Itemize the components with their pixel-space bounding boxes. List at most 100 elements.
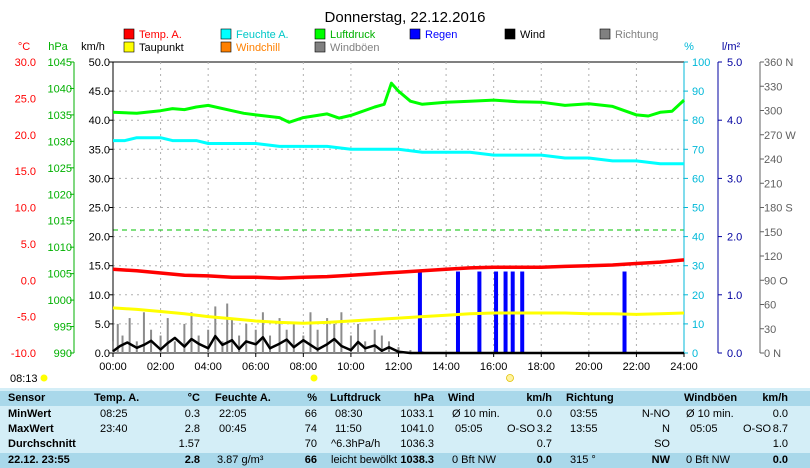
x-tick-label: 14:00 [432,361,460,373]
temp-average: 1.57 [178,438,200,450]
axis-tick-label: 0 N [764,348,781,360]
weather-forecast: leicht bewölkt [331,454,398,466]
axis-tick-label: 15.0 [15,166,36,178]
x-tick-label: 16:00 [480,361,508,373]
axis-tick-label: 300 [764,106,782,118]
axis-tick-label: 330 [764,81,782,93]
axis-tick-label: 995 [54,322,72,334]
legend-label: Luftdruck [330,29,376,41]
axis-tick-label: 1040 [48,83,72,95]
axis-unit-label: hPa [48,41,68,53]
axis-tick-label: 2.0 [727,232,742,244]
humidity-max-time: 00:45 [219,423,247,435]
temp-current: 2.8 [184,454,200,466]
rain-bar [622,271,627,353]
pressure-trend: ^6.3hPa/h [331,438,381,450]
stats-min-row: MinWert 08:25 0.3 22:05 66 08:30 1033.1 … [0,407,810,422]
axis-tick-label: 1.0 [727,290,742,302]
direction-min: N-NO [641,408,670,420]
wind-unit: km/h [526,392,552,404]
x-tick-label: 08:00 [290,361,318,373]
legend-swatch [504,28,516,40]
legend-label: Wind [520,29,545,41]
axis-tick-label: 1035 [48,110,72,122]
axis-tick-label: 10.0 [89,290,110,302]
direction-min-time: 03:55 [570,408,598,420]
legend-label: Feuchte A. [236,29,289,41]
humidity-current: 66 [304,454,317,466]
axis-tick-label: 60 [692,173,704,185]
axis-tick-label: 990 [54,348,72,360]
x-tick-label: 24:00 [670,361,698,373]
legend-swatch [123,28,135,40]
gust-header: Windböen [684,392,738,404]
row-label-max: MaxWert [8,423,54,435]
axis-tick-label: 180 S [764,203,793,215]
axis-tick-label: 360 N [764,57,793,69]
pressure-current: 1038.3 [400,454,434,466]
wind-min: 0.0 [536,408,552,420]
x-tick-label: 20:00 [575,361,603,373]
axis-unit-label: °C [18,41,30,53]
stats-current-row: 22.12. 23:55 2.8 3.87 g/m³ 66 leicht bew… [0,453,810,468]
pressure-max: 1041.0 [400,423,434,435]
wind-max-direction: O-SO [507,423,536,435]
legend-label: Windböen [330,42,380,54]
axis-tick-label: 10 [692,319,704,331]
wind-line [112,334,684,355]
axis-tick-label: 20 [692,290,704,302]
axis-tick-label: 40 [692,232,704,244]
sunrise-label: 08:13 [10,373,38,385]
legend-label: Richtung [615,29,658,41]
axis-tick-label: 30 [692,261,704,273]
x-tick-label: 02:00 [147,361,175,373]
temp-header: Temp. A. [94,392,140,404]
legend-label: Regen [425,29,457,41]
x-axis-labels: 00:00 02:00 04:00 06:00 08:00 10:00 12:00 14:00… [99,353,698,373]
axis-tick-label: 50 [692,203,704,215]
humidity-max: 74 [304,423,317,435]
dewpoint-line [112,306,685,325]
wind-current: 0.0 [536,454,552,466]
temp-max: 2.8 [184,423,200,435]
gust-avg10-label: Ø 10 min. [686,408,734,420]
axis-unit-label: km/h [81,41,105,53]
legend-swatch [123,41,135,53]
chart-legend: Temp. A. Feuchte A. Luftdruck Regen Wind Rich… [123,28,658,54]
stats-header-row: Sensor Temp. A. °C Feuchte A. % Luftdruc… [0,391,810,406]
axis-tick-label: 1020 [48,189,72,201]
wind-beaufort: 0 Bft NW [452,454,497,466]
x-tick-label: 10:00 [337,361,365,373]
gust-unit: km/h [762,392,788,404]
gust-average: 1.0 [772,438,788,450]
axis-tick-label: 0.0 [21,275,36,287]
axis-tick-label: 30.0 [89,173,110,185]
axis-tick-label: 5.0 [95,319,110,331]
axis-tick-label: 80 [692,115,704,127]
legend-label: Taupunkt [139,42,184,54]
x-tick-label: 00:00 [99,361,127,373]
axes: 30.0 25.0 20.0 15.0 10.0 5.0 0.0 -5.0 -10.0 1045 1… [11,57,796,360]
axis-tick-label: 1025 [48,163,72,175]
direction-current: NW [651,454,670,466]
gust-beaufort: 0 Bft NW [686,454,731,466]
chart-title: Donnerstag, 22.12.2016 [325,9,486,26]
axis-tick-label: 1010 [48,242,72,254]
axis-unit-label: % [684,41,694,53]
axis-tick-label: 5.0 [21,239,36,251]
sun-marker-icon [310,374,318,382]
wind-average: 0.7 [536,438,552,450]
axis-tick-label: 20.0 [15,130,36,142]
rain-bar [455,271,460,353]
axis-units: °C hPa km/h% l/m² [18,41,741,53]
direction-header: Richtung [566,392,614,404]
temp-min: 0.3 [184,408,200,420]
direction-max: N [662,423,670,435]
axis-tick-label: 0 [692,348,698,360]
axis-tick-label: 70 [692,144,704,156]
axis-tick-label: 1000 [48,295,72,307]
pressure-average: 1036.3 [400,438,434,450]
axis-tick-label: -10.0 [11,348,36,360]
humidity-average: 70 [304,438,317,450]
axis-tick-label: 30.0 [15,57,36,69]
